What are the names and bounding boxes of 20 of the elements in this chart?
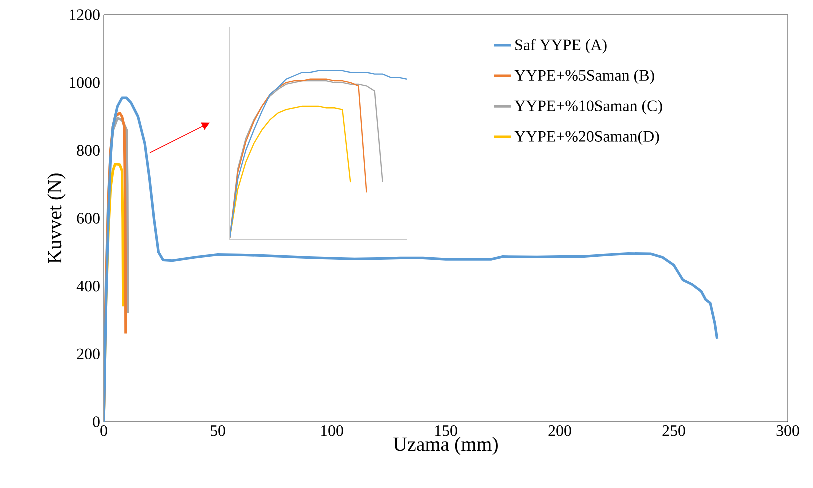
- y-tick-label: 400: [76, 280, 100, 292]
- x-tick-label: 300: [776, 426, 800, 436]
- y-tick-label: 1000: [70, 77, 100, 88]
- y-tick-label: 800: [77, 145, 100, 156]
- x-tick-label: 250: [662, 426, 686, 436]
- y-tick-label: 1200: [70, 10, 100, 20]
- legend-label: YYPE+%5Saman (B): [514, 70, 654, 84]
- legend-label: Saf YYPE (A): [516, 39, 607, 54]
- x-tick-label: 0: [100, 426, 108, 436]
- x-tick-label: 50: [210, 426, 226, 436]
- legend-label: YYPE+%20Saman(D): [514, 130, 660, 146]
- x-axis-title: Uzama (mm): [394, 437, 498, 456]
- y-tick-label: 0: [93, 416, 100, 428]
- x-tick-label: 150: [435, 426, 458, 436]
- y-tick-label: 600: [77, 213, 100, 224]
- x-tick-label: 100: [321, 426, 344, 436]
- x-tick-label: 200: [548, 426, 572, 436]
- y-axis-title: Kuvvet (N): [48, 174, 66, 264]
- legend-label: YYPE+%10Saman (C): [514, 100, 662, 115]
- y-tick-label: 200: [77, 348, 100, 360]
